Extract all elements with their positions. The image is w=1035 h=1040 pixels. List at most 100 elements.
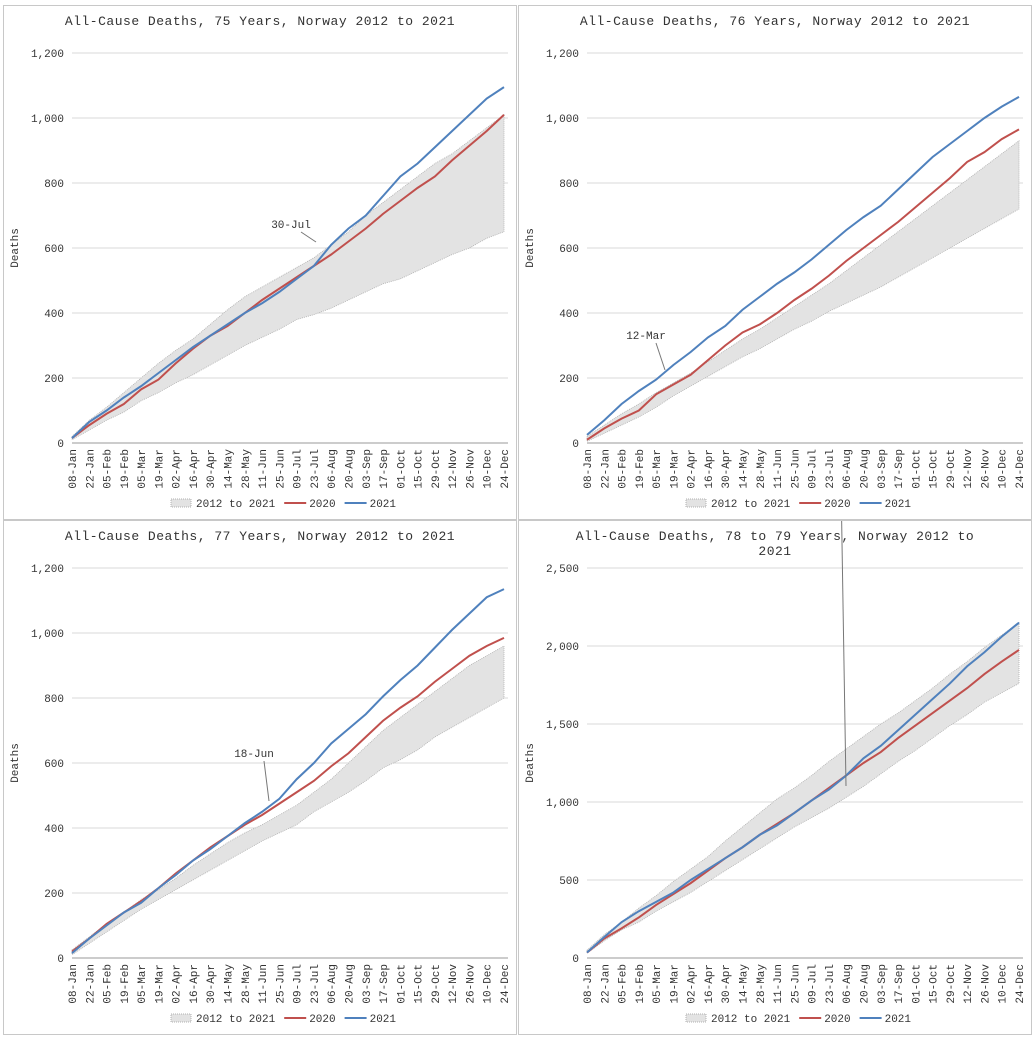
x-tick-label: 05-Feb — [103, 964, 115, 1004]
x-tick-label: 15-Oct — [929, 964, 941, 1004]
y-tick-label: 200 — [44, 374, 64, 386]
x-tick-label: 19-Feb — [120, 449, 132, 489]
x-tick-label: 22-Jan — [85, 964, 97, 1004]
x-tick-label: 30-Apr — [721, 964, 733, 1004]
x-tick-label: 16-Apr — [189, 449, 201, 489]
x-tick-label: 25-Jun — [275, 964, 287, 1004]
x-tick-label: 22-Jan — [600, 964, 612, 1004]
legend-label: 2020 — [309, 1014, 335, 1026]
y-tick-label: 600 — [44, 244, 64, 256]
x-tick-label: 20-Aug — [344, 964, 356, 1004]
y-tick-label: 800 — [44, 694, 64, 706]
chart: 0 200 400 600 800 1,000 1,200 Deaths 08-Jan 22-Ja… — [525, 49, 1027, 511]
chart-panel: 0 200 400 600 800 1,000 1,200 Deaths 08-Jan 22-Ja… — [3, 5, 517, 520]
x-tick-label: 23-Jul — [310, 964, 322, 1004]
x-tick-label: 06-Aug — [842, 449, 854, 489]
x-tick-label: 29-Oct — [946, 449, 958, 489]
x-tick-label: 06-Aug — [842, 964, 854, 1004]
y-tick-label: 1,200 — [546, 49, 579, 61]
x-tick-label: 02-Apr — [687, 964, 699, 1004]
legend-swatch — [685, 498, 707, 508]
x-tick-label: 14-May — [224, 449, 236, 489]
x-tick-label: 24-Dec — [1015, 449, 1027, 489]
line-series — [71, 114, 505, 439]
x-tick-label: 03-Sep — [877, 449, 889, 489]
y-tick-label: 0 — [572, 954, 579, 966]
x-tick-label: 17-Sep — [894, 449, 906, 489]
legend-label: 2012 to 2021 — [196, 1014, 276, 1026]
line-series — [71, 588, 505, 954]
legend-swatch — [170, 498, 192, 508]
x-tick-label: 20-Aug — [344, 449, 356, 489]
x-tick-label: 17-Sep — [379, 964, 391, 1004]
x-tick-label: 08-Jan — [583, 964, 595, 1004]
x-tick-label: 30-Apr — [721, 449, 733, 489]
y-tick-label: 0 — [57, 439, 64, 451]
x-tick-label: 05-Mar — [652, 449, 664, 489]
y-tick-label: 200 — [559, 374, 579, 386]
x-tick-label: 11-Jun — [773, 964, 785, 1004]
x-tick-label: 26-Nov — [980, 964, 992, 1004]
x-tick-label: 23-Jul — [825, 449, 837, 489]
x-tick-label: 12-Nov — [963, 964, 975, 1004]
line-series — [586, 96, 1020, 436]
x-tick-label: 08-Jan — [68, 964, 80, 1004]
annotation: 12-Mar — [626, 331, 666, 343]
chart-panel: 0 200 400 600 800 1,000 1,200 Deaths 08-Jan 22-Ja… — [518, 5, 1032, 520]
legend-label: 2012 to 2021 — [196, 499, 276, 511]
x-tick-label: 23-Jul — [310, 449, 322, 489]
legend-label: 2020 — [824, 1014, 850, 1026]
x-tick-label: 02-Apr — [172, 449, 184, 489]
legend-label: 2012 to 2021 — [711, 1014, 791, 1026]
x-tick-label: 01-Oct — [911, 449, 923, 489]
x-tick-label: 28-May — [756, 964, 768, 1004]
x-tick-label: 11-Jun — [258, 964, 270, 1004]
x-tick-label: 23-Jul — [825, 964, 837, 1004]
annotation: 18-Jun — [234, 749, 274, 761]
x-tick-label: 28-May — [756, 449, 768, 489]
x-tick-label: 22-Jan — [600, 449, 612, 489]
chart-title: All-Cause Deaths, 78 to 79 Years, Norway… — [575, 529, 975, 559]
x-tick-label: 20-Aug — [859, 449, 871, 489]
chart-title: All-Cause Deaths, 77 Years, Norway 2012 … — [64, 529, 456, 544]
x-tick-label: 17-Sep — [894, 964, 906, 1004]
x-tick-label: 05-Mar — [137, 964, 149, 1004]
x-tick-label: 16-Apr — [189, 964, 201, 1004]
x-tick-label: 19-Mar — [154, 964, 166, 1004]
x-tick-label: 30-Apr — [206, 449, 218, 489]
chart: 0 500 1,000 1,500 2,000 2,500 Deaths 08-Jan 22-J… — [525, 521, 1027, 1026]
y-tick-label: 400 — [44, 309, 64, 321]
x-tick-label: 30-Apr — [206, 964, 218, 1004]
legend-label: 2012 to 2021 — [711, 499, 791, 511]
annotation-leader — [841, 521, 847, 787]
annotation-leader — [300, 231, 317, 243]
x-tick-label: 01-Oct — [396, 449, 408, 489]
x-tick-label: 03-Sep — [362, 449, 374, 489]
y-axis-title: Deaths — [525, 228, 537, 268]
x-tick-label: 19-Feb — [120, 964, 132, 1004]
x-tick-label: 10-Dec — [483, 449, 495, 489]
y-axis-title: Deaths — [10, 743, 22, 783]
y-tick-label: 1,200 — [31, 564, 64, 576]
annotation-leader — [263, 760, 270, 802]
y-tick-label: 400 — [559, 309, 579, 321]
range-band — [586, 621, 1020, 955]
x-tick-label: 02-Apr — [687, 449, 699, 489]
x-tick-label: 10-Dec — [998, 449, 1010, 489]
y-tick-label: 400 — [44, 824, 64, 836]
line-series — [71, 86, 505, 439]
x-tick-label: 02-Apr — [172, 964, 184, 1004]
x-tick-label: 19-Feb — [635, 964, 647, 1004]
x-tick-label: 16-Apr — [704, 449, 716, 489]
x-tick-label: 24-Dec — [500, 449, 512, 489]
x-tick-label: 05-Mar — [652, 964, 664, 1004]
x-tick-label: 24-Dec — [500, 964, 512, 1004]
y-tick-label: 1,000 — [546, 114, 579, 126]
y-tick-label: 1,200 — [31, 49, 64, 61]
legend-label: 2021 — [370, 499, 397, 511]
y-tick-label: 1,000 — [31, 629, 64, 641]
x-tick-label: 12-Nov — [963, 449, 975, 489]
x-tick-label: 03-Sep — [362, 964, 374, 1004]
x-tick-label: 24-Dec — [1015, 964, 1027, 1004]
y-tick-label: 0 — [57, 954, 64, 966]
